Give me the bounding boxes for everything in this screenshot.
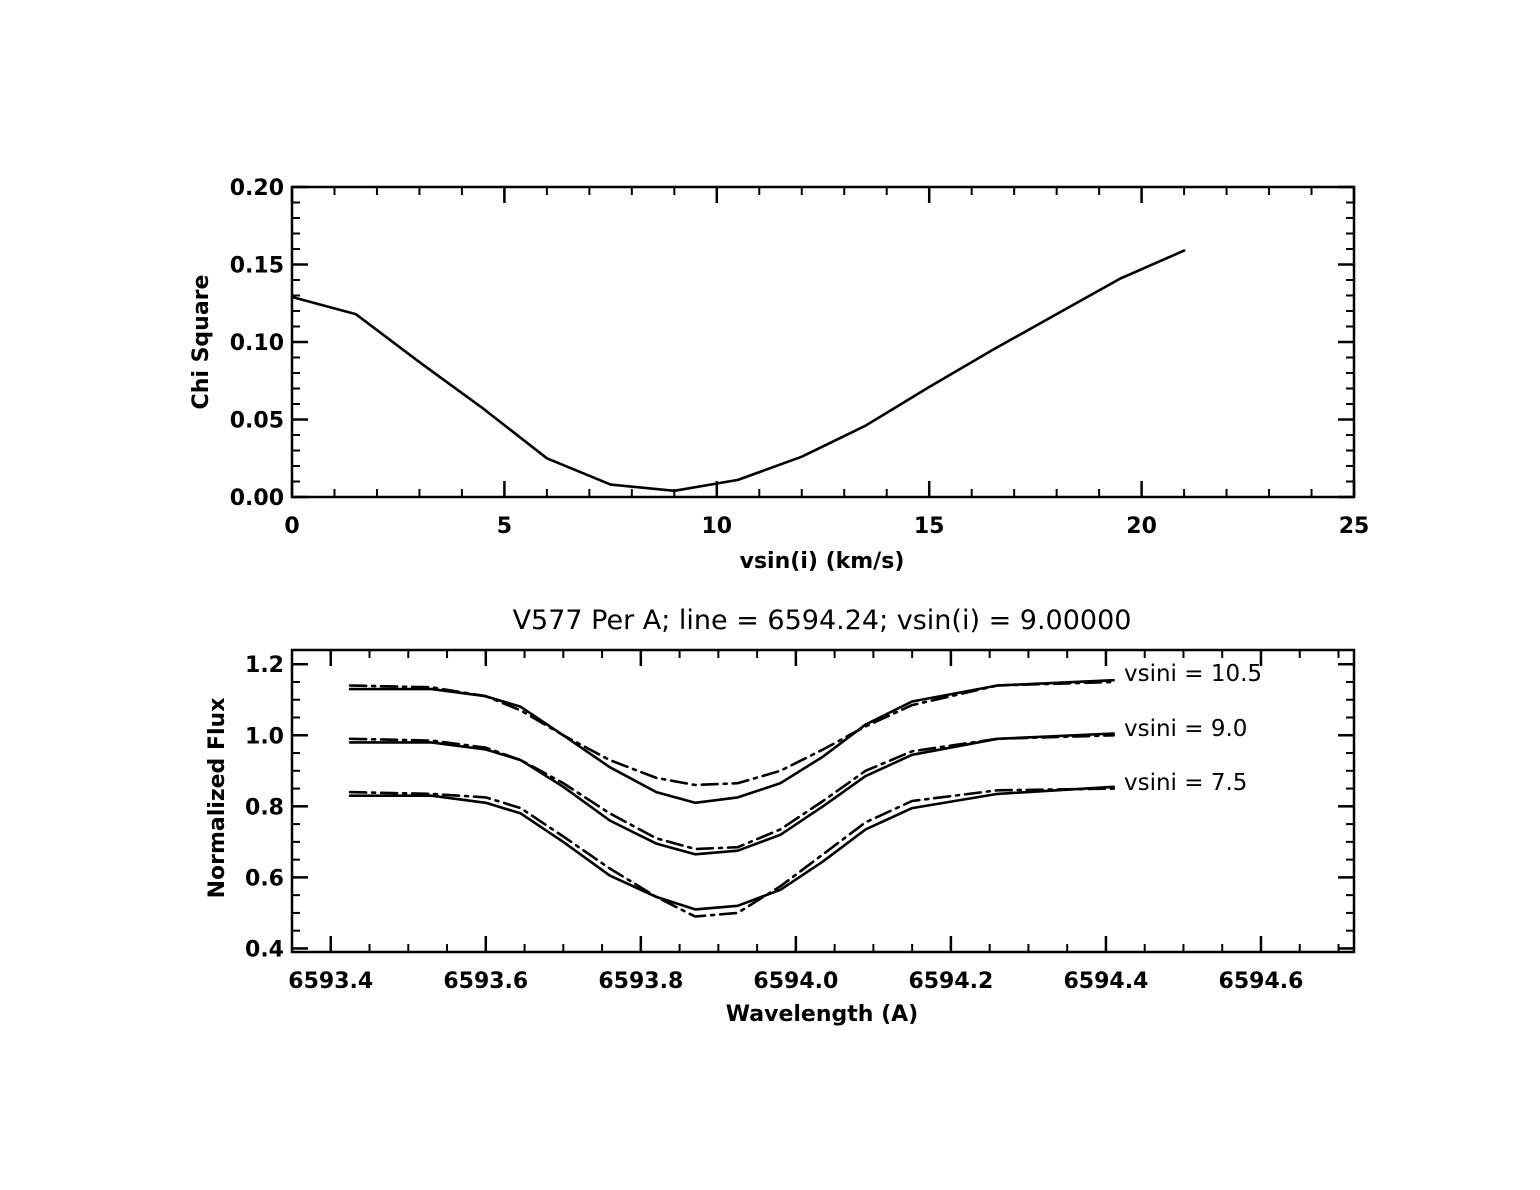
flux-plot-frame [290,648,1356,954]
flux-x-tick-label: 6594.0 [753,969,838,994]
chi-square-y-tick-label: 0.15 [230,254,284,279]
flux-x-tick-label: 6593.8 [598,969,683,994]
flux-x-tick-label: 6594.2 [908,969,993,994]
chi-square-y-axis-label: Chi Square [189,275,214,410]
flux-x-tick-label: 6594.4 [1063,969,1148,994]
flux-panel: V577 Per A; line = 6594.24; vsin(i) = 9.… [205,605,1356,1027]
chi-square-x-tick-label: 25 [1339,514,1370,539]
flux-series-1-dashdot-line [348,680,1115,787]
chi-square-x-tick-label: 15 [914,514,945,539]
chi-square-series-0-solid-line [290,249,1186,493]
flux-plot-title: V577 Per A; line = 6594.24; vsin(i) = 9.… [513,605,1132,636]
chi-square-x-tick-label: 20 [1126,514,1157,539]
flux-series-3-dashdot-line [348,733,1115,851]
chi-square-x-tick-label: 0 [284,514,299,539]
chi-square-y-tick-label: 0.10 [230,331,284,356]
chi-square-panel: vsin(i) (km/s) Chi Square 0 5 10 15 20 25 0.00… [189,176,1369,574]
annotation-vsini-9-0: vsini = 9.0 [1124,716,1247,742]
chi-square-y-tick-label: 0.05 [230,409,284,434]
flux-y-tick-label: 1.0 [245,724,284,749]
flux-y-tick-label: 0.6 [245,866,284,891]
chi-square-y-tick-label: 0.20 [230,176,284,201]
flux-y-tick-label: 0.8 [245,795,284,820]
flux-y-tick-label: 1.2 [245,653,284,678]
chi-square-x-tick-label: 10 [701,514,732,539]
annotation-vsini-7-5: vsini = 7.5 [1124,770,1247,796]
flux-y-tick-label: 0.4 [245,937,284,962]
chi-square-x-axis-label: vsin(i) (km/s) [740,549,905,574]
flux-series-4-solid-line [348,785,1115,911]
flux-x-axis-label: Wavelength (A) [726,1002,918,1027]
annotation-vsini-10-5: vsini = 10.5 [1124,661,1262,687]
chi-square-x-tick-label: 5 [497,514,512,539]
flux-series-5-dashdot-line [348,787,1115,918]
flux-y-axis-label: Normalized Flux [205,698,230,899]
flux-x-tick-label: 6594.6 [1219,969,1304,994]
flux-x-tick-label: 6593.4 [288,969,373,994]
flux-x-tick-label: 6593.6 [443,969,528,994]
chi-square-y-tick-label: 0.00 [230,486,284,511]
